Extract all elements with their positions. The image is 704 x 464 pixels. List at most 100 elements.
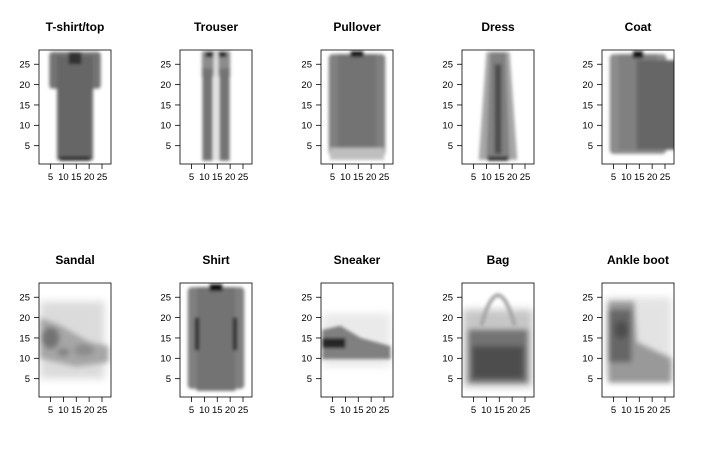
y-tick-label: 15 — [301, 100, 312, 111]
heatmap-image — [39, 283, 111, 397]
plot-frame — [179, 49, 253, 165]
x-tick-label: 25 — [238, 405, 249, 416]
y-tick-label: 15 — [442, 333, 453, 344]
y-tick-label: 5 — [166, 141, 171, 152]
y-tick-label: 20 — [19, 313, 30, 324]
panel-title: Bag — [487, 253, 510, 267]
y-tick-label: 25 — [582, 60, 593, 71]
plot-frame — [179, 282, 253, 398]
y-tick-label: 20 — [301, 313, 312, 324]
x-tick-label: 15 — [634, 172, 645, 183]
y-tick-label: 20 — [301, 80, 312, 91]
x-tick-label: 10 — [199, 172, 210, 183]
heatmap-image — [180, 283, 252, 397]
x-tick-label: 20 — [84, 405, 95, 416]
y-tick-label: 20 — [582, 313, 593, 324]
plot-frame — [320, 282, 394, 398]
panel-title: Ankle boot — [607, 253, 669, 267]
heatmap-image — [321, 283, 393, 397]
x-tick-label: 5 — [611, 172, 616, 183]
x-tick-label: 5 — [471, 405, 476, 416]
x-tick-label: 15 — [212, 172, 223, 183]
x-tick-label: 15 — [71, 172, 82, 183]
x-tick-label: 20 — [84, 172, 95, 183]
x-tick-label: 25 — [238, 172, 249, 183]
y-tick-label: 5 — [307, 374, 312, 385]
panel-title: Dress — [481, 20, 515, 34]
plot-frame — [320, 49, 394, 165]
x-tick-label: 10 — [58, 172, 69, 183]
y-tick-label: 5 — [448, 141, 453, 152]
x-tick-label: 10 — [481, 172, 492, 183]
y-tick-label: 5 — [588, 374, 593, 385]
y-tick-label: 10 — [301, 354, 312, 365]
y-tick-label: 25 — [582, 293, 593, 304]
x-tick-label: 20 — [225, 405, 236, 416]
x-tick-label: 5 — [471, 172, 476, 183]
plot-frame — [461, 282, 535, 398]
y-tick-label: 25 — [160, 60, 171, 71]
x-tick-label: 20 — [366, 172, 377, 183]
y-tick-label: 10 — [582, 121, 593, 132]
heatmap-image — [180, 50, 252, 164]
y-tick-label: 15 — [160, 100, 171, 111]
y-tick-label: 25 — [301, 293, 312, 304]
x-tick-label: 5 — [330, 405, 335, 416]
x-tick-label: 25 — [520, 172, 531, 183]
y-tick-label: 20 — [442, 80, 453, 91]
x-tick-label: 5 — [189, 405, 194, 416]
x-tick-label: 20 — [507, 405, 518, 416]
heatmap-image — [602, 283, 674, 397]
y-tick-label: 25 — [442, 293, 453, 304]
x-tick-label: 10 — [621, 405, 632, 416]
y-tick-label: 25 — [442, 60, 453, 71]
y-tick-label: 5 — [448, 374, 453, 385]
plot-frame — [38, 282, 112, 398]
x-tick-label: 20 — [366, 405, 377, 416]
x-tick-label: 15 — [494, 172, 505, 183]
y-tick-label: 10 — [442, 121, 453, 132]
y-tick-label: 10 — [19, 121, 30, 132]
x-tick-label: 10 — [340, 405, 351, 416]
x-tick-label: 10 — [199, 405, 210, 416]
plot-frame — [38, 49, 112, 165]
plot-frame — [461, 49, 535, 165]
panel-title: T-shirt/top — [46, 20, 105, 34]
y-tick-label: 20 — [582, 80, 593, 91]
x-tick-label: 15 — [353, 405, 364, 416]
x-tick-label: 10 — [58, 405, 69, 416]
plot-frame — [601, 49, 675, 165]
x-tick-label: 25 — [379, 405, 390, 416]
y-tick-label: 5 — [307, 141, 312, 152]
heatmap-image — [39, 50, 111, 164]
x-tick-label: 10 — [340, 172, 351, 183]
panel-title: Shirt — [202, 253, 229, 267]
x-tick-label: 25 — [520, 405, 531, 416]
x-tick-label: 25 — [660, 405, 671, 416]
x-tick-label: 15 — [71, 405, 82, 416]
x-tick-label: 20 — [225, 172, 236, 183]
y-tick-label: 20 — [160, 313, 171, 324]
heatmap-image — [462, 50, 534, 164]
x-tick-label: 5 — [611, 405, 616, 416]
x-tick-label: 25 — [660, 172, 671, 183]
x-tick-label: 15 — [634, 405, 645, 416]
panel-title: Sneaker — [334, 253, 381, 267]
y-tick-label: 15 — [582, 100, 593, 111]
y-tick-label: 10 — [301, 121, 312, 132]
x-tick-label: 25 — [97, 405, 108, 416]
y-tick-label: 15 — [19, 100, 30, 111]
x-tick-label: 5 — [189, 172, 194, 183]
panel-title: Trouser — [194, 20, 238, 34]
y-tick-label: 20 — [442, 313, 453, 324]
